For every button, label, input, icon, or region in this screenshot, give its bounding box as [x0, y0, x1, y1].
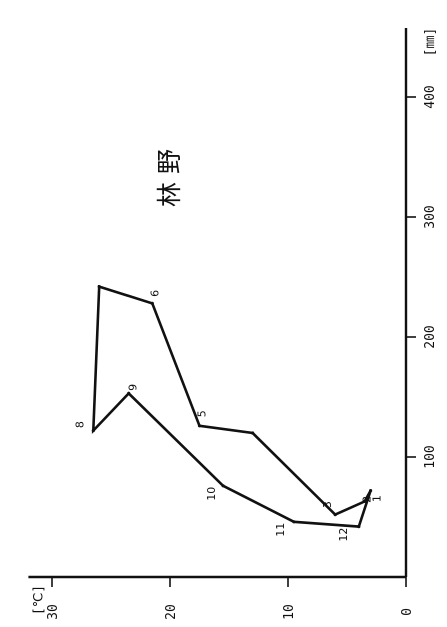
climograph-point [197, 424, 202, 428]
climograph-point [97, 285, 101, 289]
precipitation-tick-label-group: 400 [423, 85, 438, 108]
precipitation-tick-label: 100 [423, 445, 438, 468]
point-label: 3 [321, 501, 334, 508]
precipitation-tick-label: 400 [423, 85, 438, 108]
climograph-point [150, 301, 154, 305]
temperature-tick-label: 20 [164, 604, 179, 620]
point-label: 12 [337, 528, 350, 542]
point-label: 9 [127, 384, 140, 391]
climograph-point [369, 489, 373, 493]
temperature-unit-label: [℃] [31, 585, 46, 615]
temperature-unit-group: [℃] [31, 585, 46, 615]
point-label: 1 [371, 495, 384, 502]
axes: 0 10 20 30 100 200 300 400 [28, 28, 438, 620]
marks [91, 284, 373, 529]
point-label-group: 1 [371, 495, 384, 502]
climograph-point [333, 513, 337, 517]
temperature-tick-label-group: 0 [400, 608, 415, 616]
point-label: 5 [196, 410, 209, 417]
point-label-group: 3 [321, 501, 334, 508]
precipitation-unit-group: [㎜] [423, 28, 438, 57]
point-label-group: 10 [205, 487, 218, 501]
temperature-tick-label: 30 [46, 604, 61, 620]
climograph-point [91, 429, 95, 433]
temperature-tick-label-group: 30 [46, 604, 61, 620]
climograph-point [127, 391, 131, 395]
point-label: 8 [73, 421, 86, 428]
point-label-group: 9 [127, 384, 140, 391]
climograph-point [363, 499, 367, 503]
point-label-group: 6 [148, 290, 161, 297]
point-label-group: 12 [337, 528, 350, 542]
precipitation-tick-label-group: 100 [423, 445, 438, 468]
point-label: 2 [361, 496, 374, 503]
title-group: 林 野 [155, 149, 184, 207]
temperature-tick-label-group: 10 [282, 604, 297, 620]
climograph-point [292, 520, 296, 524]
precipitation-tick-label: 200 [423, 325, 438, 348]
point-label: 10 [205, 487, 218, 501]
precipitation-tick-label-group: 300 [423, 205, 438, 228]
precipitation-unit-label: [㎜] [423, 28, 438, 57]
temperature-tick-label: 10 [282, 604, 297, 620]
precipitation-tick-label-group: 200 [423, 325, 438, 348]
temperature-tick-label-group: 20 [164, 604, 179, 620]
point-label-group: 2 [361, 496, 374, 503]
climograph-point [221, 484, 225, 488]
point-label: 6 [148, 290, 161, 297]
climograph-line [91, 284, 372, 528]
chart-title: 林 野 [155, 149, 184, 207]
precipitation-tick-label: 300 [423, 205, 438, 228]
climograph-point [357, 525, 361, 529]
point-label-group: 11 [274, 523, 287, 537]
point-label-group: 5 [196, 410, 209, 417]
climograph-point [251, 431, 255, 435]
temperature-tick-label: 0 [400, 608, 415, 616]
point-label: 11 [274, 523, 287, 537]
point-label-group: 8 [73, 421, 86, 428]
